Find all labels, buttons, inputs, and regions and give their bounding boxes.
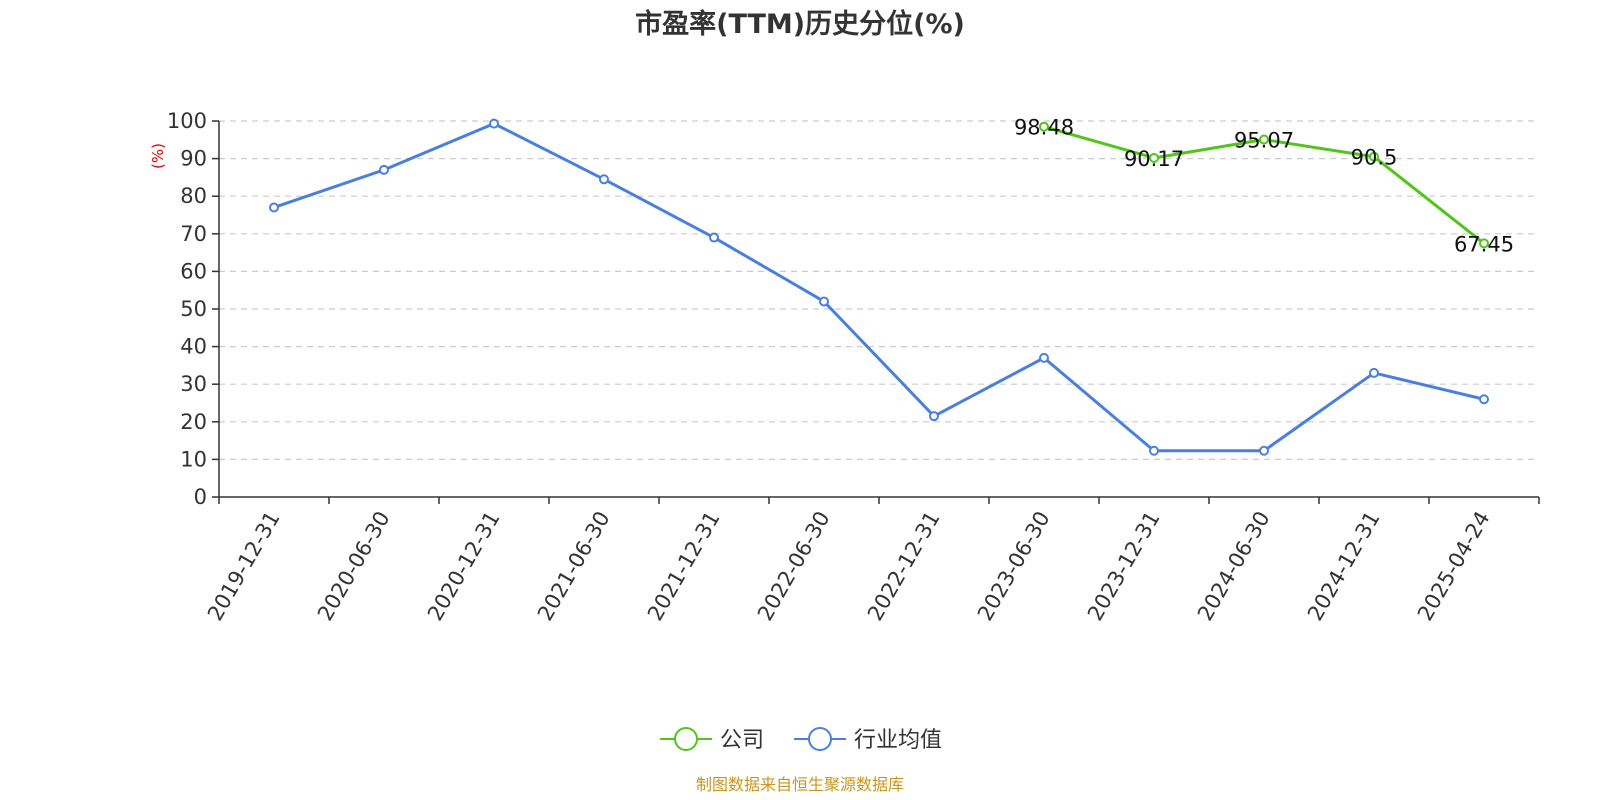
series-lines (269, 118, 1489, 456)
data-point (599, 174, 609, 185)
data-point (1039, 352, 1049, 363)
y-tick-label: 100 (167, 109, 207, 133)
y-tick-label: 20 (180, 410, 207, 434)
legend-label: 行业均值 (854, 728, 942, 753)
data-point (1479, 238, 1489, 249)
x-tick-label: 2020-12-31 (423, 507, 505, 625)
legend-item-company: 公司 (660, 727, 764, 753)
x-tick-label: 2024-12-31 (1303, 507, 1385, 625)
x-tick-label: 2025-04-24 (1413, 507, 1495, 625)
legend-item-industry-average: 行业均值 (794, 727, 942, 753)
data-point (1039, 121, 1049, 132)
data-point (269, 202, 279, 213)
legend-label: 公司 (720, 728, 764, 753)
data-label: 90.17 (1124, 147, 1184, 171)
data-label: 98.48 (1014, 116, 1074, 140)
y-tick-label: 40 (180, 335, 207, 359)
y-tick-label: 30 (180, 372, 207, 396)
x-tick-label: 2022-06-30 (753, 507, 835, 625)
data-label: 90.5 (1351, 146, 1398, 170)
x-tick-label: 2020-06-30 (313, 507, 395, 625)
data-point (1259, 445, 1269, 456)
y-axis-unit-label: (%) (149, 143, 167, 169)
x-tick-label: 2023-06-30 (973, 507, 1055, 625)
y-tick-label: 70 (180, 222, 207, 246)
series-company (1039, 121, 1489, 249)
data-point (1369, 151, 1379, 162)
data-point (1149, 445, 1159, 456)
data-point (489, 118, 499, 129)
legend-marker (674, 727, 698, 751)
y-axis: 0 10 20 30 40 50 60 70 80 90 100 (167, 109, 220, 509)
legend-marker (808, 727, 832, 751)
legend: 公司 行业均值 (660, 727, 942, 753)
data-point (1369, 367, 1379, 378)
y-tick-label: 0 (194, 485, 207, 509)
data-labels: 98.48 90.17 95.07 90.5 67.45 (1014, 116, 1514, 257)
data-label: 67.45 (1454, 232, 1514, 256)
data-label: 95.07 (1234, 129, 1294, 153)
data-point (709, 232, 719, 243)
x-axis: 2019-12-31 2020-06-30 2020-12-31 2021-06-30… (203, 496, 1540, 625)
y-tick-label: 10 (180, 447, 207, 471)
data-source-note: 制图数据来自恒生聚源数据库 (696, 775, 904, 794)
chart-title: 市盈率(TTM)历史分位(%) (635, 8, 965, 40)
y-tick-label: 50 (180, 297, 207, 321)
y-tick-label: 90 (180, 147, 207, 171)
data-point (819, 296, 829, 307)
y-tick-label: 80 (180, 184, 207, 208)
x-tick-label: 2023-12-31 (1083, 507, 1165, 625)
x-tick-label: 2019-12-31 (203, 507, 285, 625)
x-tick-label: 2021-06-30 (533, 507, 615, 625)
data-point (1259, 134, 1269, 145)
x-tick-label: 2022-12-31 (863, 507, 945, 625)
data-point (1149, 152, 1159, 163)
data-point (929, 411, 939, 422)
series-line (273, 122, 1485, 453)
x-tick-label: 2021-12-31 (643, 507, 725, 625)
series-industry-average (269, 118, 1489, 456)
x-tick-label: 2024-06-30 (1193, 507, 1275, 625)
data-point (379, 164, 389, 175)
data-point (1479, 394, 1489, 405)
y-grid (219, 120, 1539, 460)
y-tick-label: 60 (180, 259, 207, 283)
